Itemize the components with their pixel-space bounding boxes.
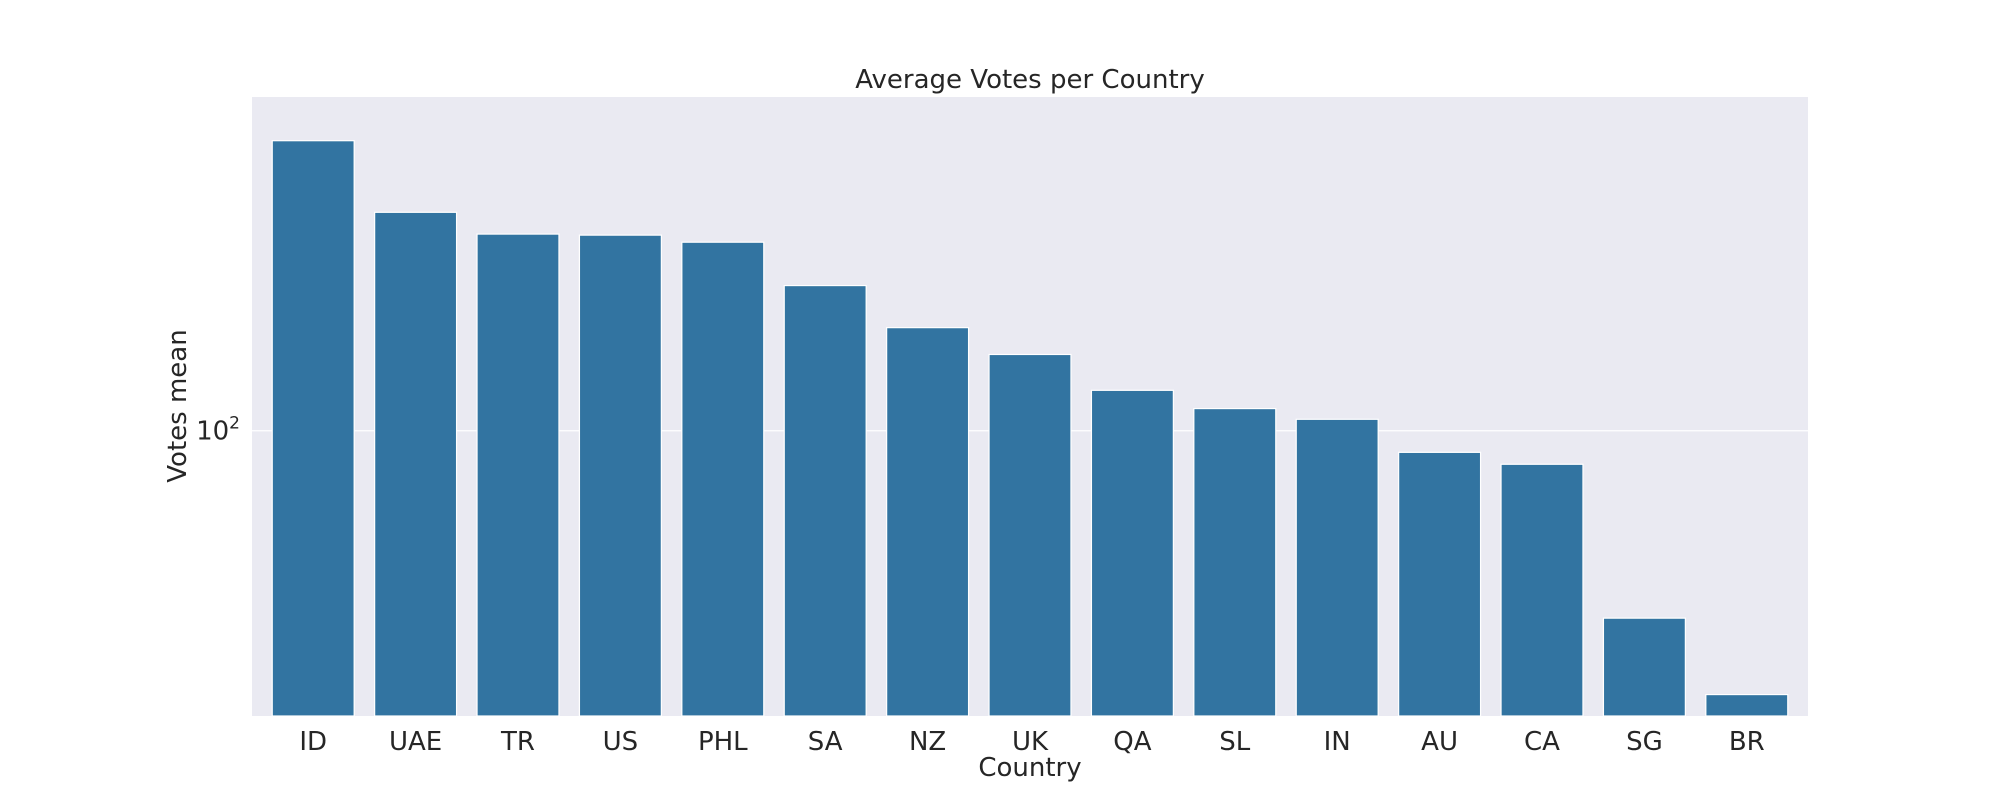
x-tick-label-phl: PHL bbox=[698, 727, 748, 757]
x-tick-label-br: BR bbox=[1729, 727, 1765, 757]
x-tick-label-sl: SL bbox=[1219, 727, 1251, 757]
bar-sg bbox=[1602, 617, 1686, 717]
x-tick-label-ca: CA bbox=[1524, 727, 1560, 757]
bar-tr bbox=[476, 233, 560, 717]
x-tick-label-in: IN bbox=[1324, 727, 1351, 757]
bar-us bbox=[578, 234, 662, 717]
y-tick-exponent: 2 bbox=[229, 414, 240, 434]
x-tick-labels: ID UAE TR US PHL SA NZ UK QA SL IN AU CA SG BR bbox=[299, 727, 1764, 757]
bar-sl bbox=[1193, 407, 1277, 717]
bar-id bbox=[271, 140, 355, 717]
x-tick-label-id: ID bbox=[299, 727, 327, 757]
bar-sa bbox=[783, 284, 867, 717]
y-tick-base: 10 bbox=[196, 417, 229, 447]
bar-uae bbox=[374, 211, 458, 717]
bar-phl bbox=[681, 241, 765, 717]
x-tick-label-us: US bbox=[603, 727, 639, 757]
bar-qa bbox=[1090, 389, 1174, 717]
x-tick-label-uk: UK bbox=[1012, 727, 1049, 757]
y-tick-labels: 102 bbox=[196, 414, 240, 447]
x-tick-label-nz: NZ bbox=[909, 727, 946, 757]
bar-in bbox=[1295, 418, 1379, 717]
bar-au bbox=[1398, 451, 1482, 717]
bar-uk bbox=[988, 353, 1072, 717]
x-tick-label-au: AU bbox=[1421, 727, 1458, 757]
bar-ca bbox=[1500, 463, 1584, 717]
bar-nz bbox=[886, 327, 970, 717]
bar-br bbox=[1705, 693, 1789, 717]
x-tick-label-uae: UAE bbox=[389, 727, 442, 757]
y-axis-label: Votes mean bbox=[163, 329, 193, 482]
y-tick-label: 102 bbox=[196, 414, 240, 447]
x-tick-label-sg: SG bbox=[1626, 727, 1663, 757]
x-tick-label-sa: SA bbox=[808, 727, 843, 757]
bars bbox=[271, 140, 1789, 717]
x-axis-label: Country bbox=[978, 753, 1081, 783]
x-tick-label-qa: QA bbox=[1113, 727, 1151, 757]
chart-title: Average Votes per Country bbox=[855, 65, 1204, 95]
x-tick-label-tr: TR bbox=[500, 727, 535, 757]
